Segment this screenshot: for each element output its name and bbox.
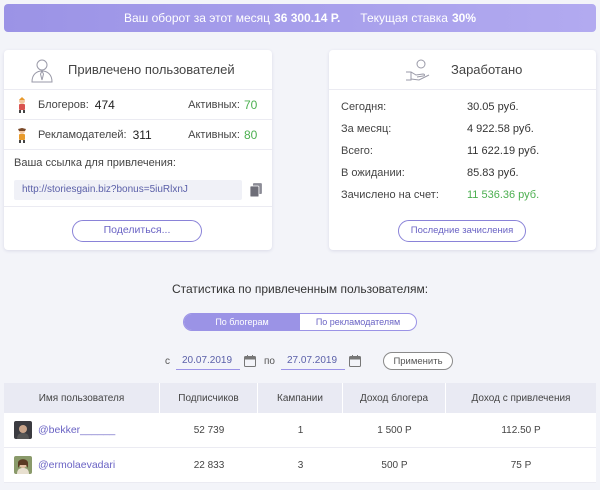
tab-bloggers[interactable]: По блогерам xyxy=(184,314,300,330)
referrals-card-header: Привлечено пользователей xyxy=(4,50,272,90)
user-tie-icon xyxy=(31,59,53,82)
referral-link-box: http://storiesgain.biz?bonus=5iuRlxnJ xyxy=(14,180,262,200)
date-range: с 20.07.2019 по 27.07.2019 Применить xyxy=(165,351,453,371)
advertisers-row: Рекламодателей: 311 Активных: 80 xyxy=(4,120,272,150)
earnings-row: В ожидании: 85.83 руб. xyxy=(341,162,596,184)
rate-value: 30% xyxy=(451,11,477,25)
bloggers-active-count: 70 xyxy=(244,97,258,112)
subscribers-cell: 22 833 xyxy=(193,459,225,471)
tab-advertisers[interactable]: По рекламодателям xyxy=(315,317,401,327)
earnings-list: Сегодня: 30.05 руб. За месяц: 4 922.58 р… xyxy=(329,90,596,206)
user-cell: @bekker______ xyxy=(4,413,160,447)
hand-coin-icon xyxy=(406,59,430,81)
referrals-table: Имя пользователя Подписчиков Кампании До… xyxy=(4,383,596,483)
copy-icon[interactable] xyxy=(250,183,262,197)
col-ref-income[interactable]: Доход с привлечения xyxy=(471,392,571,404)
earnings-row: Всего: 11 622.19 руб. xyxy=(341,140,596,162)
earnings-value: 11 622.19 руб. xyxy=(467,145,540,157)
bloggers-label: Блогеров: xyxy=(38,98,89,111)
user-cell: @ermolaevadari xyxy=(4,448,160,482)
ref-income-cell: 75 Р xyxy=(510,459,532,471)
earnings-row: Зачислено на счет: 11 536.36 руб. xyxy=(341,184,596,206)
avatar xyxy=(14,421,32,439)
blogger-figure-icon xyxy=(19,96,25,113)
table-header: Имя пользователя Подписчиков Кампании До… xyxy=(4,383,596,413)
turnover-label: Ваш оборот за этот месяц xyxy=(123,11,271,25)
earnings-title: Заработано xyxy=(451,62,523,77)
username-link[interactable]: @bekker______ xyxy=(38,424,116,436)
earnings-card-header: Заработано xyxy=(329,50,596,90)
advertisers-active-count: 80 xyxy=(244,127,258,142)
col-subscribers[interactable]: Подписчиков xyxy=(160,383,258,413)
blogger-income-cell: 500 Р xyxy=(381,459,408,471)
earnings-label: В ожидании: xyxy=(341,167,405,179)
advertisers-count: 311 xyxy=(132,127,152,142)
subscribers-cell: 52 739 xyxy=(193,424,225,436)
username-link[interactable]: @ermolaevadari xyxy=(38,459,116,471)
earnings-card: Заработано Сегодня: 30.05 руб. За месяц:… xyxy=(329,50,596,250)
stats-toggle: По блогерам По рекламодателям xyxy=(183,313,417,331)
rate-label: Текущая ставка xyxy=(360,11,448,25)
date-from-label: с xyxy=(165,355,170,367)
earnings-label: Сегодня: xyxy=(341,101,387,113)
earnings-value: 85.83 руб. xyxy=(467,167,519,179)
date-to-field[interactable]: 27.07.2019 xyxy=(280,352,345,370)
referrals-title: Привлечено пользователей xyxy=(68,62,235,77)
turnover-value: 36 300.14 Р. xyxy=(274,11,341,25)
bloggers-active-label: Активных: xyxy=(188,98,240,111)
date-from-field[interactable]: 20.07.2019 xyxy=(176,352,240,370)
earnings-label: Зачислено на счет: xyxy=(341,189,439,201)
share-button[interactable]: Поделиться... xyxy=(72,220,202,242)
turnover-banner: Ваш оборот за этот месяц 36 300.14 Р. Те… xyxy=(4,4,596,32)
avatar xyxy=(14,456,32,474)
bloggers-row: Блогеров: 474 Активных: 70 xyxy=(4,90,272,120)
table-row: @ermolaevadari 22 833 3 500 Р 75 Р xyxy=(4,448,596,483)
apply-button[interactable]: Применить xyxy=(382,352,453,370)
campaigns-cell: 3 xyxy=(297,459,304,471)
advertisers-active-label: Активных: xyxy=(188,128,240,141)
last-credits-button[interactable]: Последние зачисления xyxy=(398,220,526,242)
advertiser-figure-icon xyxy=(18,127,26,143)
referral-link-title: Ваша ссылка для привлечения: xyxy=(14,157,176,169)
col-username[interactable]: Имя пользователя xyxy=(4,383,160,413)
earnings-row: Сегодня: 30.05 руб. xyxy=(341,96,596,118)
referral-link-field[interactable]: http://storiesgain.biz?bonus=5iuRlxnJ xyxy=(14,180,243,200)
earnings-label: Всего: xyxy=(341,145,373,157)
calendar-icon[interactable] xyxy=(244,355,256,367)
date-to-label: по xyxy=(264,355,275,367)
referrals-card: Привлечено пользователей Блогеров: 474 А… xyxy=(4,50,272,250)
col-campaigns[interactable]: Кампании xyxy=(258,383,343,413)
calendar-icon[interactable] xyxy=(348,355,361,367)
col-blogger-income[interactable]: Доход блогера xyxy=(343,383,446,413)
ref-income-cell: 112.50 Р xyxy=(501,424,541,436)
earnings-value: 4 922.58 руб. xyxy=(467,123,534,135)
advertisers-label: Рекламодателей: xyxy=(38,128,127,141)
earnings-value-credited: 11 536.36 руб. xyxy=(467,189,540,201)
earnings-row: За месяц: 4 922.58 руб. xyxy=(341,118,596,140)
bloggers-count: 474 xyxy=(94,97,115,112)
earnings-value: 30.05 руб. xyxy=(467,101,519,113)
table-row: @bekker______ 52 739 1 1 500 Р 112.50 Р xyxy=(4,413,596,448)
blogger-income-cell: 1 500 Р xyxy=(377,424,412,436)
campaigns-cell: 1 xyxy=(297,424,304,436)
stats-title: Статистика по привлеченным пользователям… xyxy=(171,282,429,296)
earnings-label: За месяц: xyxy=(341,123,392,135)
